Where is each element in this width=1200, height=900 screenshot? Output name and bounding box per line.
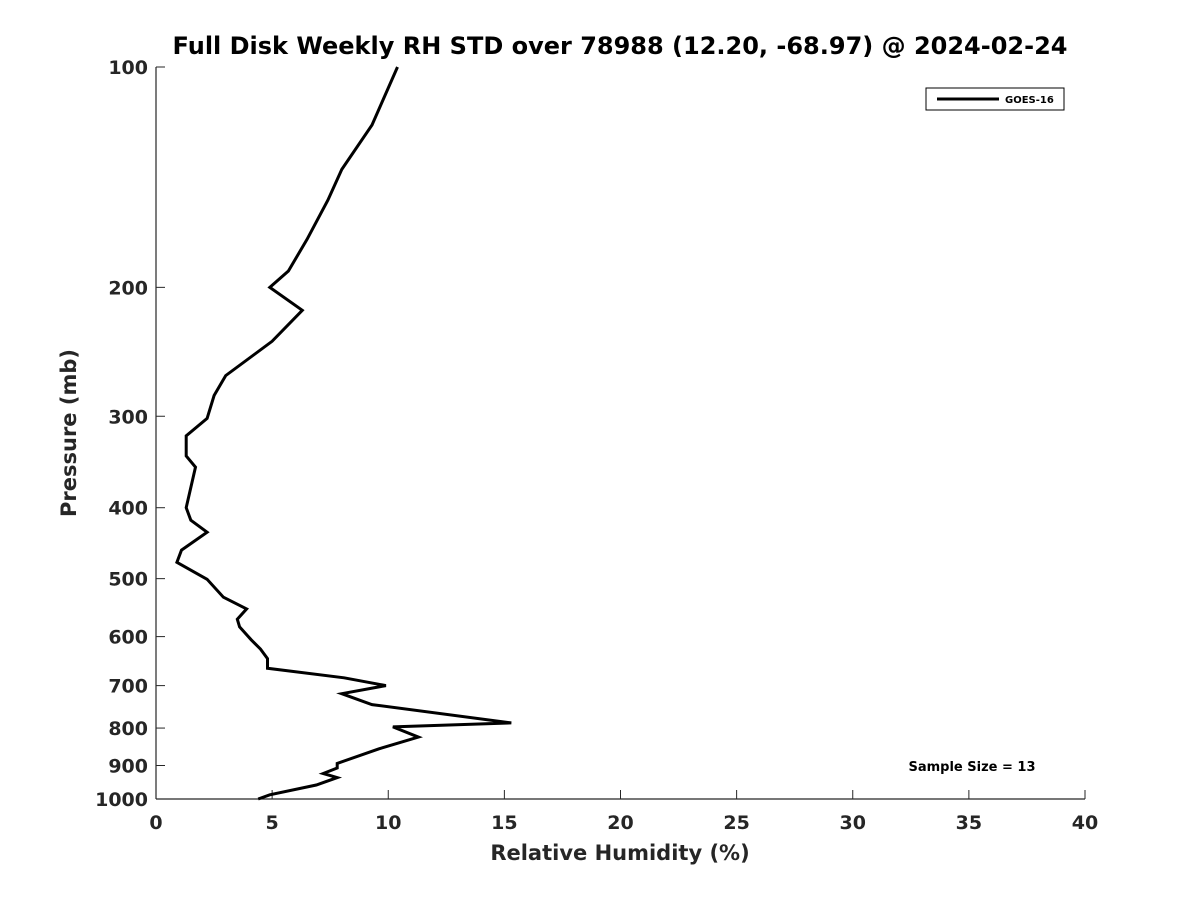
chart-title: Full Disk Weekly RH STD over 78988 (12.2… [173,32,1068,60]
y-axis-label: Pressure (mb) [57,349,81,517]
y-tick-label: 800 [108,718,148,740]
x-tick-label: 40 [1072,812,1098,834]
legend: GOES-16 [925,87,1065,111]
series-layer [175,66,512,801]
y-tick-label: 1000 [95,789,148,811]
y-tick-label: 500 [108,569,148,591]
x-tick-label: 30 [840,812,866,834]
y-tick-label: 100 [108,57,148,79]
legend-label-goes-16: GOES-16 [1005,95,1054,106]
y-tick-label: 600 [108,627,148,649]
sample-size-annotation: Sample Size = 13 [908,760,1035,775]
x-tick-label: 0 [149,812,162,834]
x-tick-label: 20 [607,812,633,834]
x-tick-label: 5 [266,812,279,834]
y-tick-label: 300 [108,406,148,428]
x-axis-label: Relative Humidity (%) [490,841,749,865]
y-tick-label: 400 [108,498,148,520]
x-tick-label: 15 [491,812,517,834]
y-tick-label: 900 [108,756,148,778]
x-tick-label: 35 [956,812,982,834]
plot-axes [155,67,1085,800]
y-tick-label: 200 [108,277,148,299]
series-line-goes-16 [175,66,512,801]
x-tick-label: 25 [723,812,749,834]
y-tick-label: 700 [108,676,148,698]
axis-ticks: 0 5 10 15 20 25 30 35 40 100 200 300 400 500 600 700 800… [95,57,1098,834]
x-tick-label: 10 [375,812,401,834]
